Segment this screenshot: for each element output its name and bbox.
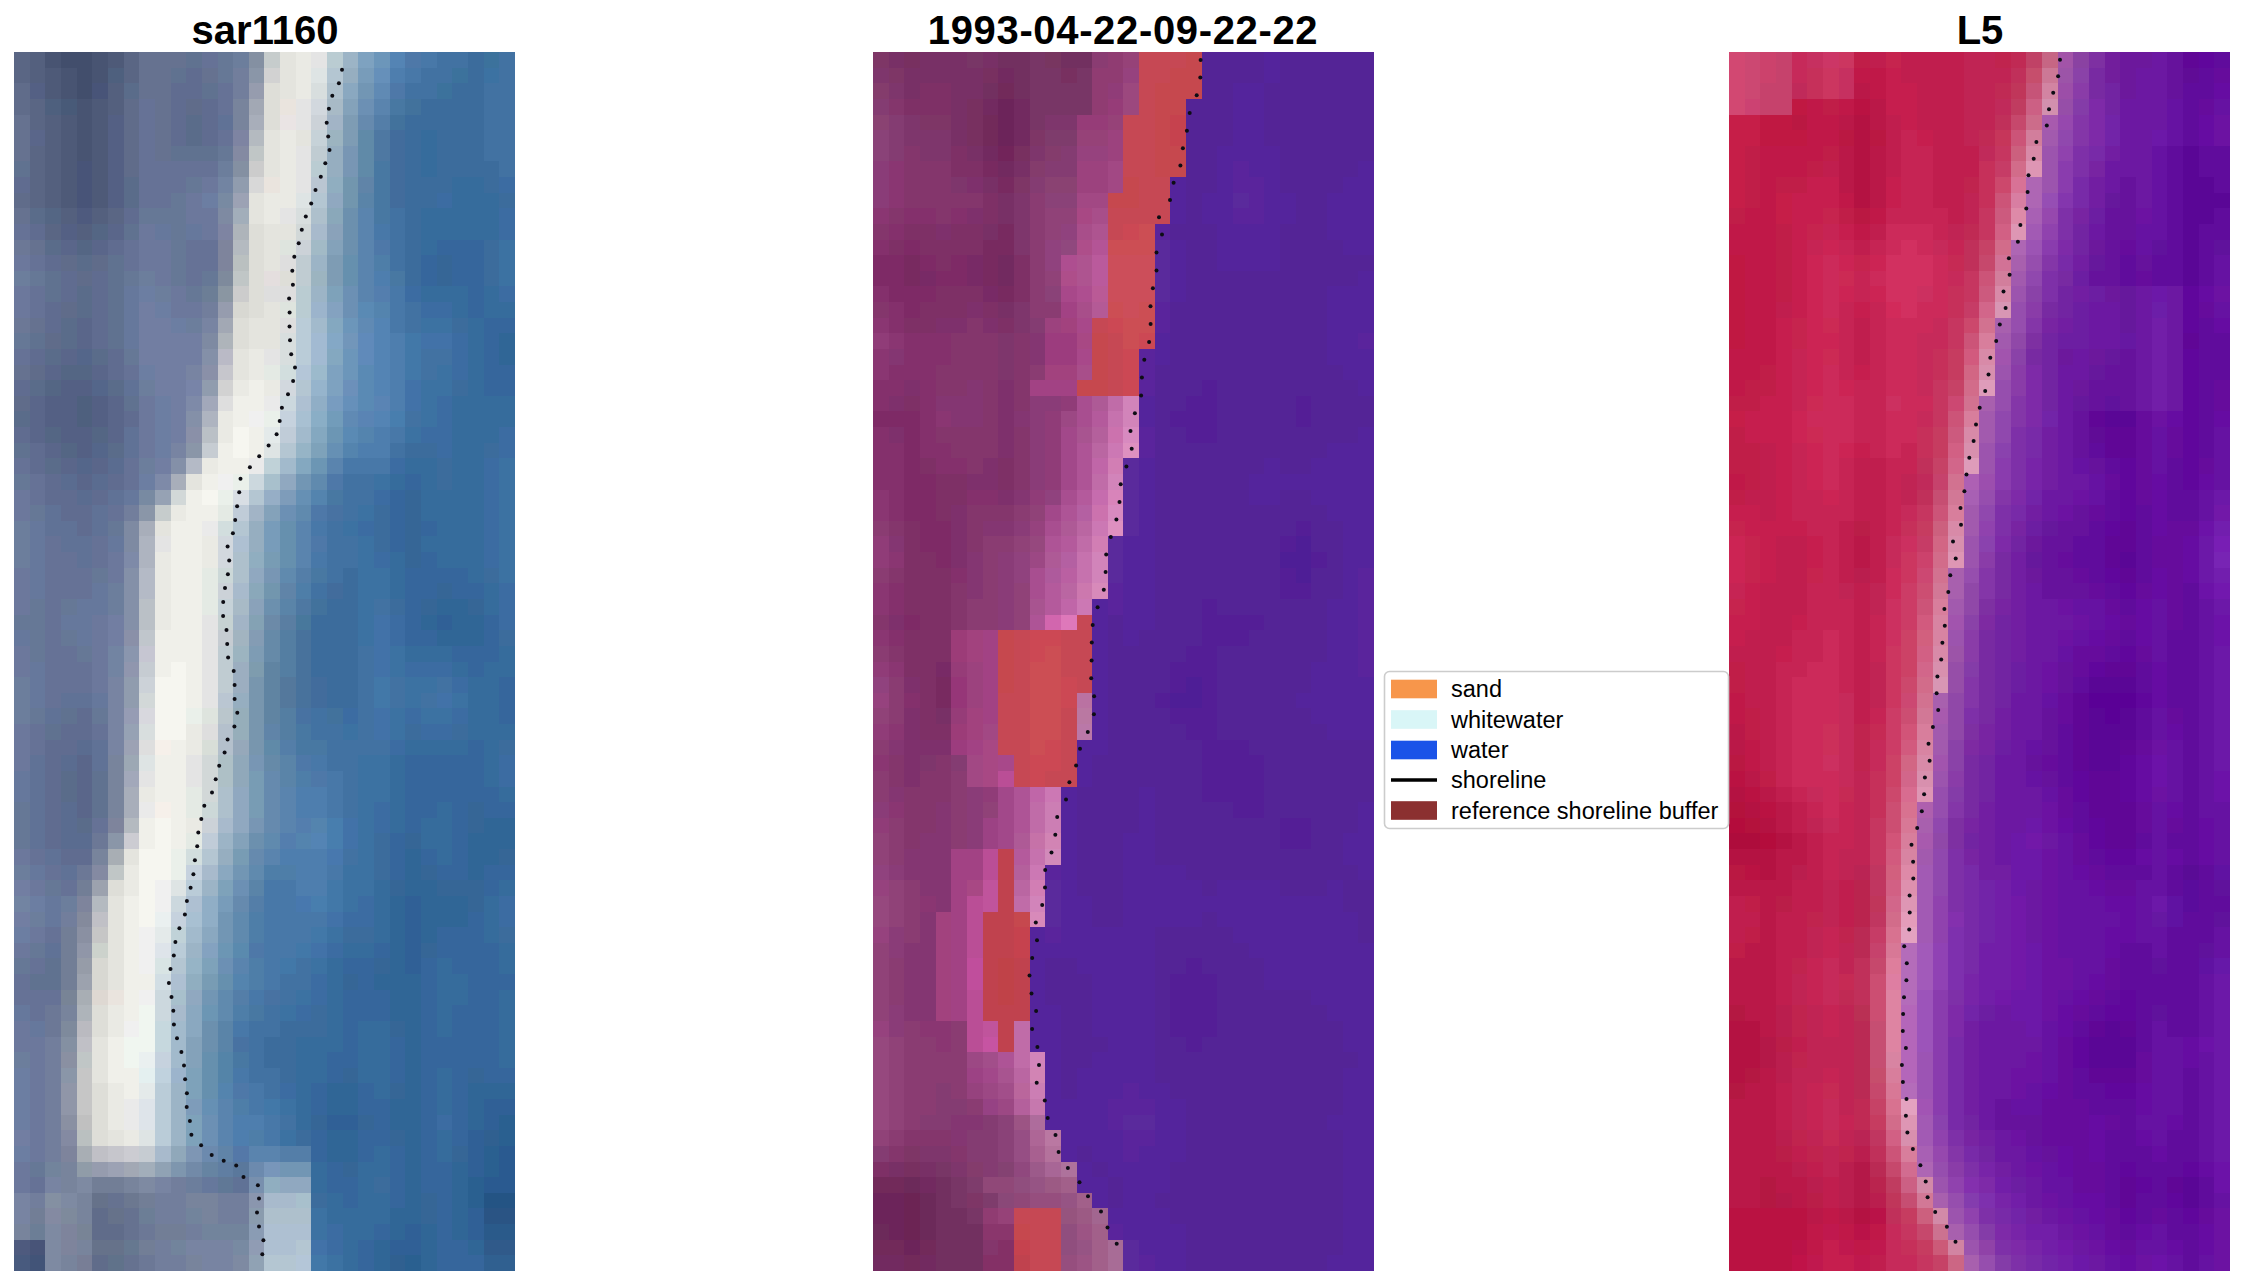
svg-text:whitewater: whitewater — [1450, 707, 1563, 733]
svg-text:sand: sand — [1451, 676, 1502, 702]
svg-text:water: water — [1450, 737, 1509, 763]
svg-text:L5: L5 — [1957, 8, 2004, 52]
svg-text:1993-04-22-09-22-22: 1993-04-22-09-22-22 — [928, 8, 1318, 52]
svg-text:sar1160: sar1160 — [192, 8, 339, 52]
svg-text:shoreline: shoreline — [1451, 767, 1546, 793]
svg-text:reference shoreline buffer: reference shoreline buffer — [1451, 798, 1719, 824]
